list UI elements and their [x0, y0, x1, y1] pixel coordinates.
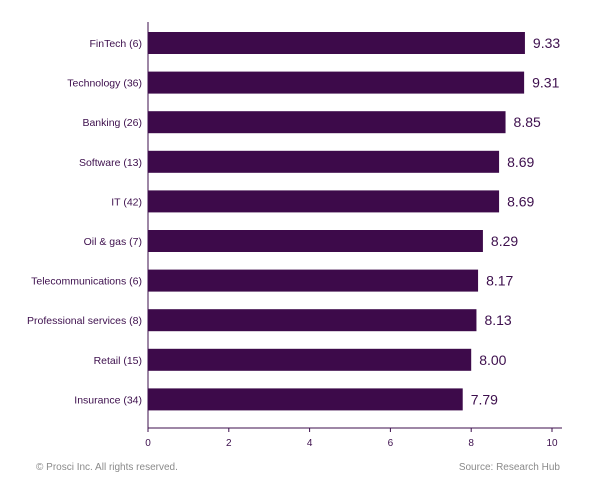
- copyright-text: © Prosci Inc. All rights reserved.: [36, 462, 178, 473]
- category-label: Banking (26): [82, 117, 142, 129]
- axes-layer: 0 2 4 6 8 10: [145, 22, 562, 449]
- bars-layer: [148, 32, 525, 411]
- category-label: Software (13): [79, 157, 142, 169]
- x-tick-label: 4: [307, 438, 313, 449]
- value-label: 7.79: [471, 391, 498, 407]
- bar: [148, 309, 477, 332]
- value-labels-layer: 9.33 9.31 8.85 8.69 8.69 8.29 8.17 8.13 8.00 7.79: [471, 35, 561, 407]
- category-label: Insurance (34): [74, 394, 142, 406]
- bar: [148, 388, 463, 411]
- bar: [148, 150, 500, 173]
- value-label: 8.17: [486, 273, 513, 289]
- category-label: Oil & gas (7): [84, 236, 142, 248]
- bar: [148, 269, 479, 292]
- x-tick-label: 10: [546, 438, 558, 449]
- x-tick-label: 0: [145, 438, 151, 449]
- category-label: FinTech (6): [89, 38, 142, 50]
- x-tick-label: 6: [388, 438, 394, 449]
- category-label: Technology (36): [67, 78, 142, 90]
- source-text: Source: Research Hub: [458, 462, 560, 473]
- value-label: 8.69: [507, 154, 534, 170]
- bar: [148, 190, 500, 213]
- category-label: IT (42): [111, 196, 142, 208]
- bar: [148, 71, 525, 94]
- value-label: 8.13: [484, 312, 511, 328]
- value-label: 8.29: [491, 233, 518, 249]
- value-label: 9.31: [532, 75, 559, 91]
- bar: [148, 348, 472, 371]
- value-label: 8.69: [507, 193, 534, 209]
- bar: [148, 32, 525, 54]
- category-label: Telecommunications (6): [31, 276, 142, 288]
- value-label: 9.33: [533, 35, 560, 51]
- x-tick-label: 2: [226, 438, 232, 449]
- bar: [148, 111, 506, 134]
- category-label: Retail (15): [94, 355, 142, 367]
- value-label: 8.00: [479, 352, 506, 368]
- category-labels-layer: FinTech (6) Technology (36) Banking (26) So…: [27, 38, 142, 406]
- category-label: Professional services (8): [27, 315, 142, 327]
- value-label: 8.85: [514, 114, 541, 130]
- bar: [148, 230, 483, 252]
- x-tick-label: 8: [468, 438, 474, 449]
